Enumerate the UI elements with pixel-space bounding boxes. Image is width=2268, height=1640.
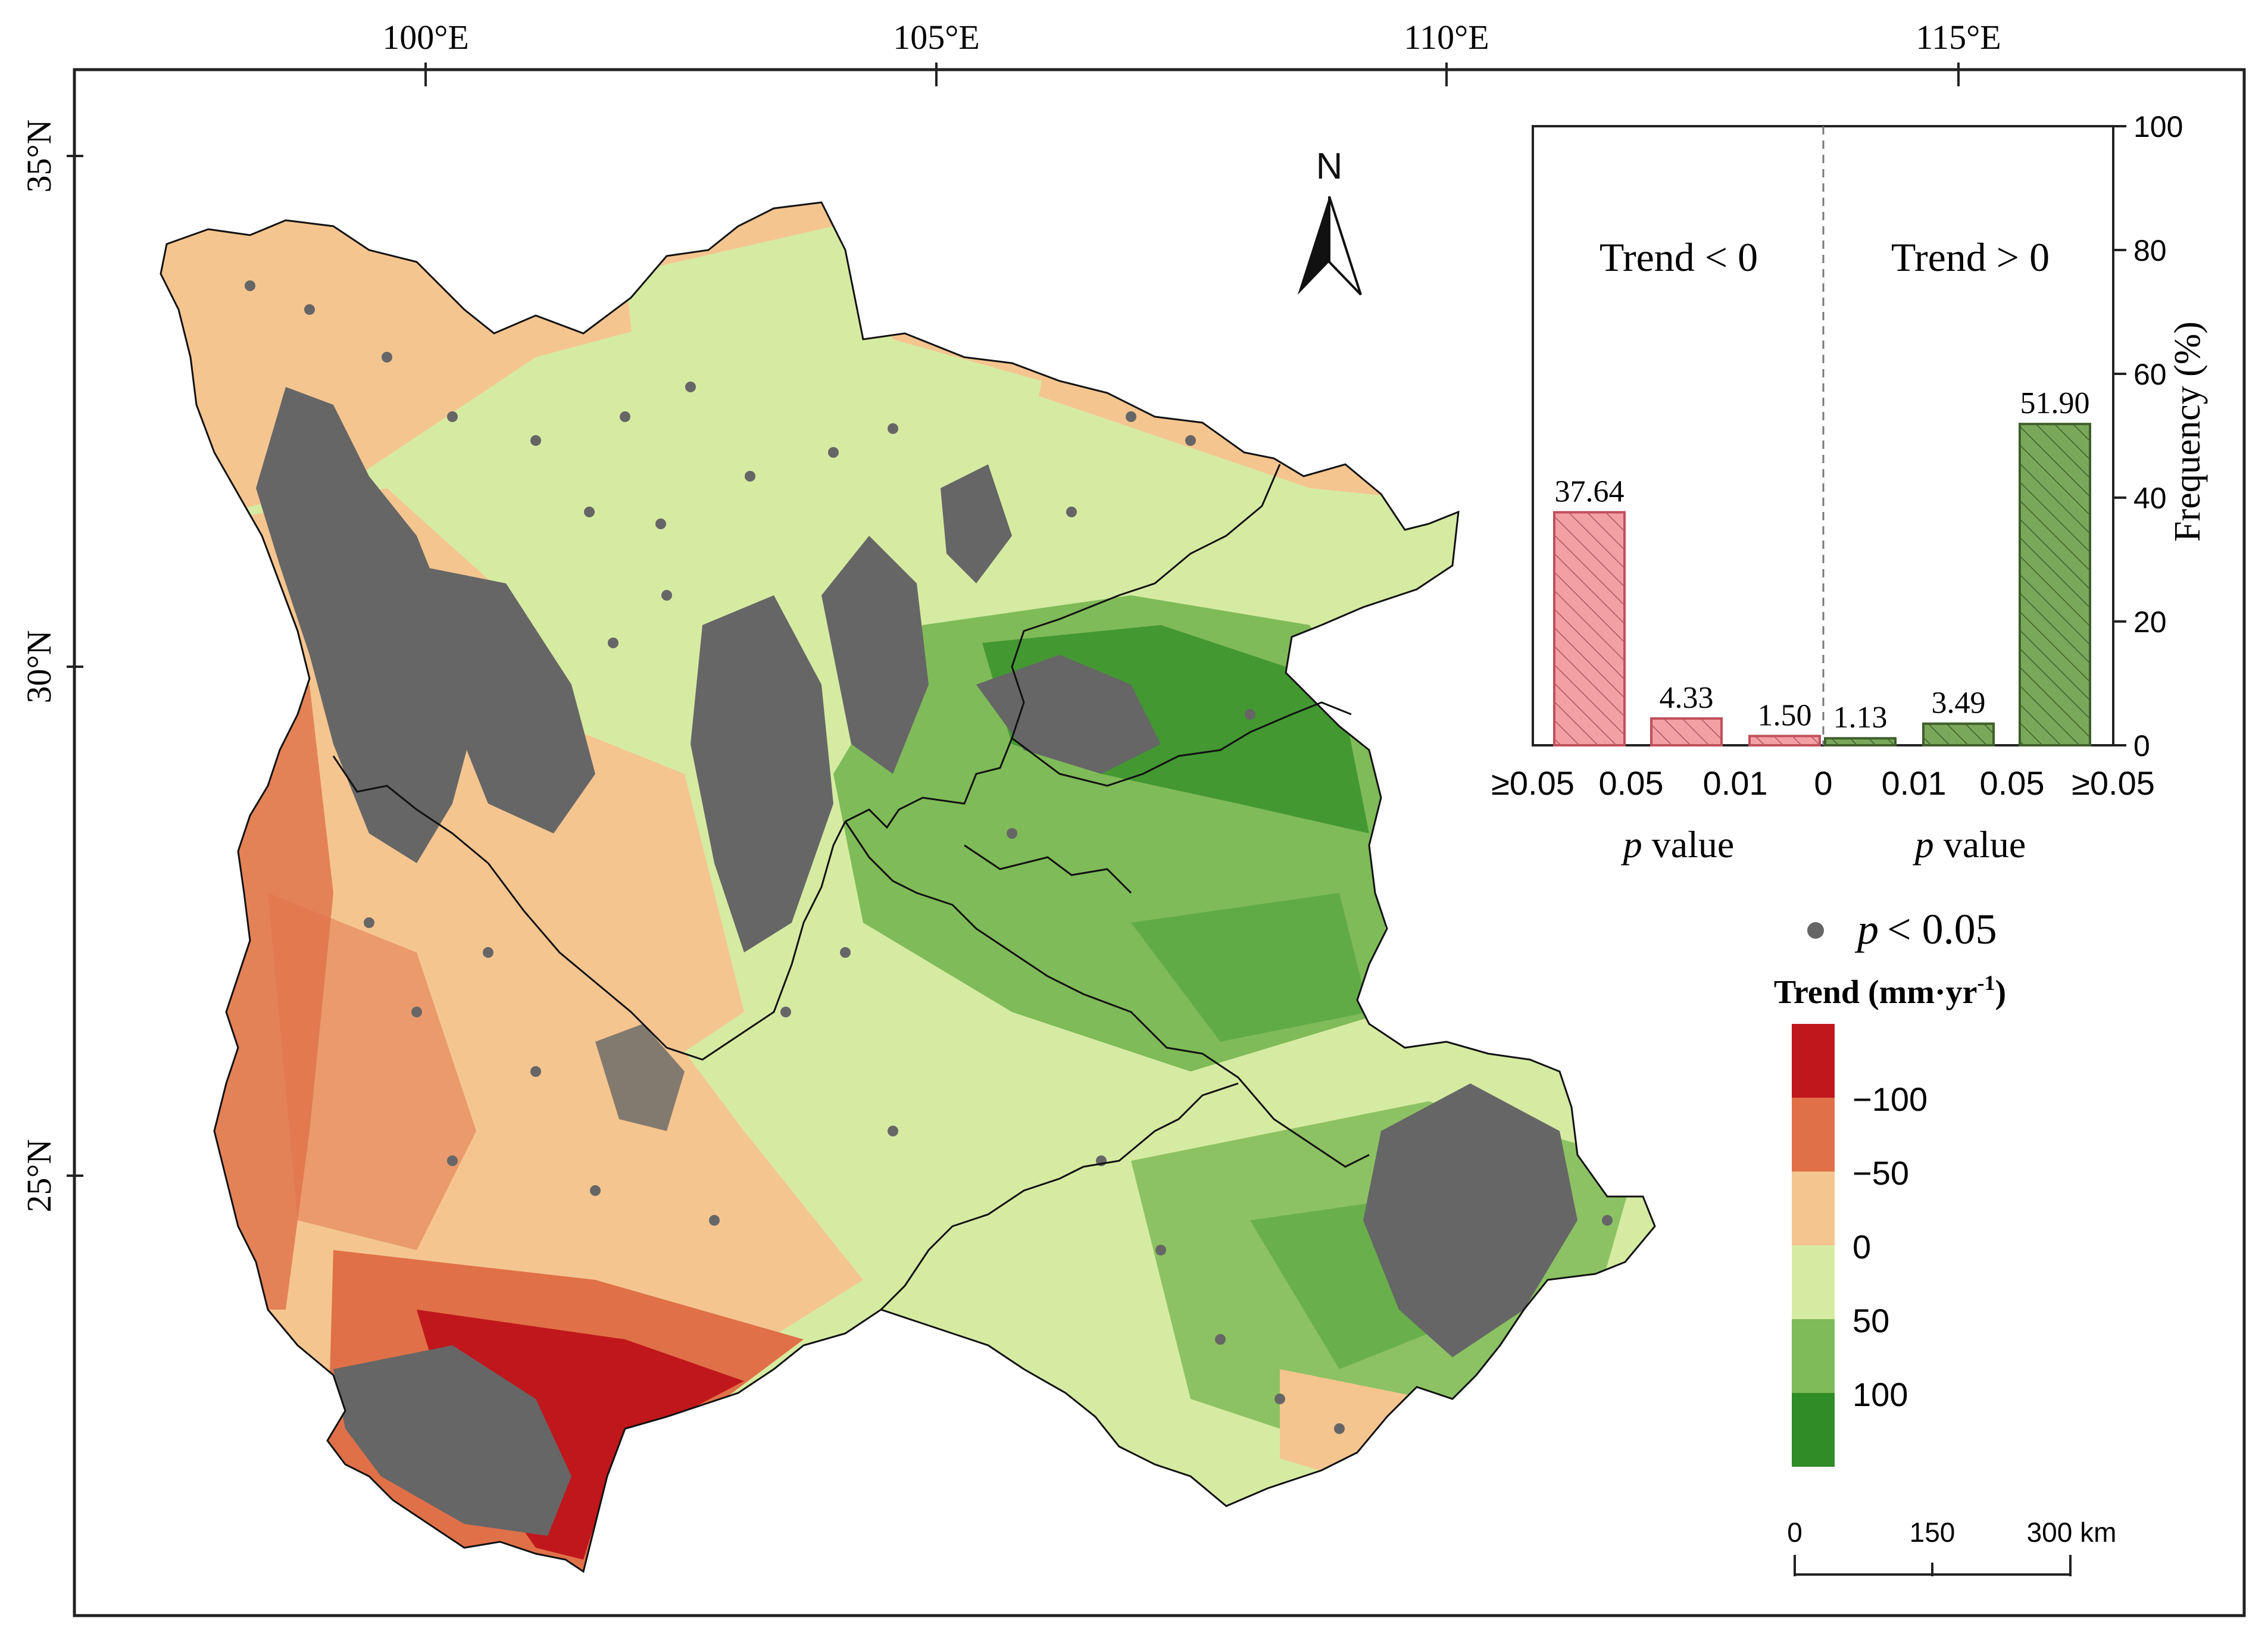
- lon-tick-100e: 100°E: [382, 18, 469, 57]
- inset-y-tick-label: 80: [2133, 234, 2167, 267]
- legend-title: Trend (mm·yr-1): [1774, 971, 2006, 1011]
- legend-class-label: 100: [1852, 1376, 1908, 1413]
- lat-tick-35n: 35°N: [20, 119, 58, 192]
- legend-class-label: −50: [1852, 1154, 1909, 1192]
- inset-bar-value-label: 4.33: [1660, 681, 1714, 715]
- longitude-axis: 100°E 105°E 110°E 115°E: [382, 18, 2001, 86]
- significant-points-clusters: [256, 387, 1577, 1536]
- north-arrow-icon: [1298, 196, 1329, 295]
- scale-label-150: 150: [1910, 1517, 1955, 1548]
- p-value-label-left: p value: [1621, 823, 1735, 866]
- legend-color-swatch: [1792, 1024, 1835, 1098]
- p-value-label-right: p value: [1913, 823, 2026, 866]
- inset-y-tick-label: 100: [2133, 110, 2183, 143]
- inset-y-tick-label: 60: [2133, 358, 2167, 391]
- significance-dot-icon: [1807, 922, 1824, 939]
- inset-bar: [1824, 737, 1897, 747]
- legend-class-label: 50: [1852, 1302, 1889, 1339]
- inset-bar: [1922, 722, 1995, 746]
- scale-bar: 0 150 300 km: [1787, 1517, 2116, 1576]
- inset-bar-value-label: 51.90: [2020, 386, 2090, 420]
- province-boundaries: [332, 464, 1370, 1311]
- inset-x-tick-label: 0.05: [1599, 764, 1664, 802]
- inset-bar-value-label: 1.13: [1833, 701, 1888, 735]
- latitude-axis: 35°N 30°N 25°N: [20, 119, 83, 1213]
- scale-label-0: 0: [1787, 1517, 1802, 1548]
- inset-x-tick-label: ≥0.05: [1491, 764, 1575, 802]
- legend-class-label: −100: [1852, 1080, 1928, 1118]
- trend-positive-label: Trend > 0: [1891, 235, 2050, 280]
- inset-x-tick-label: 0.05: [1980, 764, 2045, 802]
- lon-tick-110e: 110°E: [1404, 18, 1489, 57]
- legend-color-swatch: [1792, 1393, 1835, 1467]
- legend-color-swatch: [1792, 1319, 1835, 1393]
- inset-bar: [1650, 717, 1723, 747]
- inset-x-tick-label: 0.01: [1703, 764, 1768, 802]
- north-arrow: N: [1298, 146, 1362, 296]
- legend-color-swatch: [1792, 1245, 1835, 1319]
- inset-bar: [1553, 511, 1626, 746]
- inset-x-tick-label: 0.01: [1882, 764, 1947, 802]
- inset-y-axis-label: Frequency (%): [2167, 321, 2208, 542]
- lon-tick-115e: 115°E: [1916, 18, 2001, 57]
- inset-bar: [1748, 735, 1821, 747]
- inset-bar-value-label: 3.49: [1932, 686, 1986, 720]
- inset-x-tick-label: 0: [1814, 764, 1832, 802]
- inset-y-tick-label: 40: [2133, 482, 2167, 515]
- trend-legend: p < 0.05 Trend (mm·yr-1) −100 −50 0 50 100: [1774, 905, 2006, 1467]
- significance-label: p < 0.05: [1854, 905, 1997, 953]
- legend-color-swatch: [1792, 1172, 1835, 1245]
- north-label: N: [1316, 146, 1343, 187]
- legend-class-label: 0: [1852, 1228, 1871, 1266]
- inset-bar-value-label: 37.64: [1555, 475, 1625, 509]
- trend-negative-label: Trend < 0: [1600, 235, 1758, 280]
- lon-tick-105e: 105°E: [893, 18, 980, 57]
- inset-bar: [2019, 423, 2091, 746]
- lat-tick-30n: 30°N: [20, 630, 58, 703]
- legend-color-swatch: [1792, 1098, 1835, 1172]
- scale-label-300km: 300 km: [2027, 1517, 2117, 1548]
- inset-y-tick-label: 0: [2133, 729, 2150, 763]
- inset-x-tick-label: ≥0.05: [2072, 764, 2155, 802]
- inset-bar-value-label: 1.50: [1758, 698, 1812, 732]
- lat-tick-25n: 25°N: [20, 1139, 58, 1212]
- frequency-inset-chart: Trend < 0 Trend > 0 37.64 4.33 1.50 1.13 3.4…: [1491, 110, 2208, 866]
- inset-y-tick-label: 20: [2133, 605, 2167, 639]
